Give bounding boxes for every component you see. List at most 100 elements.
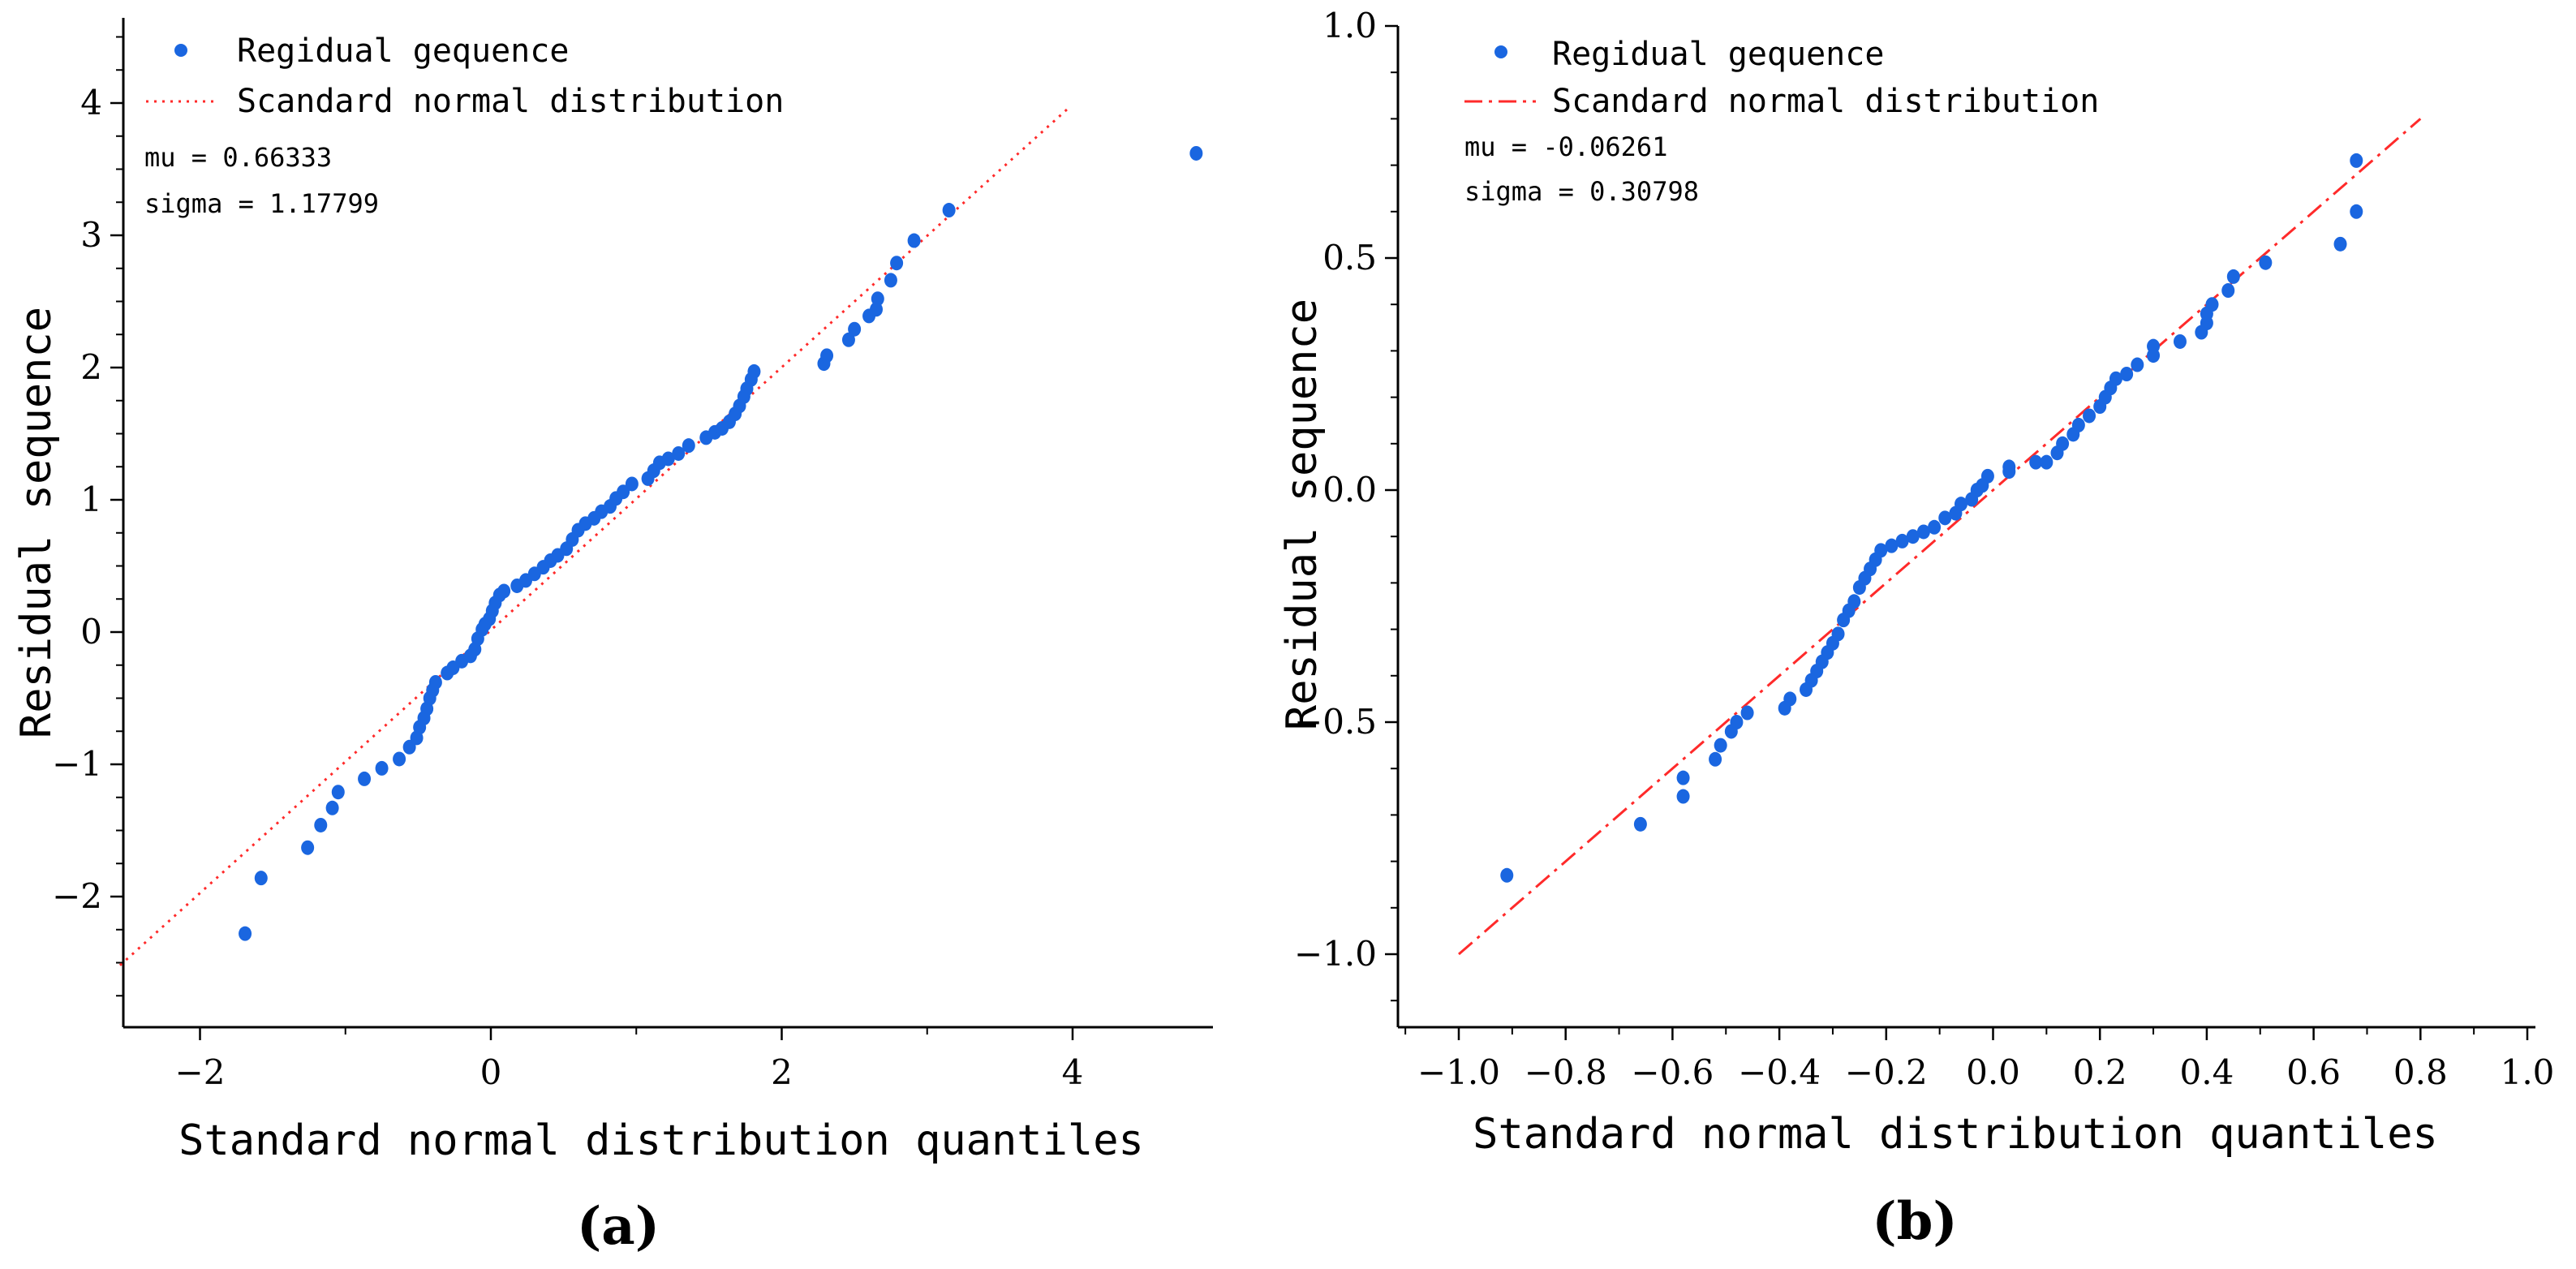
panel-a-data-point bbox=[393, 751, 406, 767]
panel-b-data-point bbox=[2040, 454, 2053, 470]
panel-b-data-point bbox=[1874, 543, 1888, 558]
panel-a-data-point bbox=[375, 760, 389, 776]
panel-a-y-tick-label: 4 bbox=[80, 83, 102, 123]
panel-b-data-point bbox=[1906, 529, 1920, 544]
panel-b-data-point bbox=[2350, 153, 2363, 168]
panel-a-data-point bbox=[871, 291, 884, 307]
panel-b-data-point bbox=[2205, 297, 2219, 312]
panel-a-data-point bbox=[331, 785, 345, 800]
panel-b-data-point bbox=[2083, 408, 2096, 424]
panel-a-data-point bbox=[497, 583, 511, 599]
panel-b-x-tick-label: 1.0 bbox=[2501, 1052, 2555, 1092]
panel-b-data-point bbox=[2173, 333, 2187, 349]
panel-a-caption: (a) bbox=[577, 1196, 660, 1257]
panel-a-data-point bbox=[428, 674, 442, 690]
panel-a-x-tick-label: 0 bbox=[480, 1052, 502, 1092]
panel-b-data-point bbox=[2333, 236, 2347, 252]
panel-a-reference-line bbox=[118, 105, 1071, 966]
panel-b-data-point bbox=[2109, 371, 2122, 386]
panel-b-x-tick-label: 0.8 bbox=[2393, 1052, 2448, 1092]
panel-b-y-tick-label: −1.0 bbox=[1294, 934, 1377, 974]
panel-a-mu-label: mu = 0.66333 bbox=[144, 142, 332, 173]
panel-a-data-point bbox=[841, 332, 855, 347]
panel-b-data-point bbox=[1676, 770, 1690, 785]
panel-b-x-tick-label: −0.4 bbox=[1738, 1052, 1821, 1092]
panel-b-legend-line-label: Scandard normal distribution bbox=[1552, 83, 2099, 120]
panel-a-data-point bbox=[625, 476, 639, 492]
panel-b-x-tick-label: −0.8 bbox=[1525, 1052, 1607, 1092]
panel-b-data-point bbox=[1709, 751, 1722, 767]
panel-a-data-point bbox=[884, 273, 897, 288]
panel-a-points bbox=[239, 145, 1203, 941]
panel-a-ticks: −2 0 2 4 −2 −1 0 1 2 3 4 bbox=[52, 36, 1084, 1092]
panel-b-data-point bbox=[1885, 538, 1899, 553]
panel-a-legend-point-marker bbox=[174, 44, 187, 57]
panel-b-data-point bbox=[1954, 497, 1967, 512]
panel-b-data-point bbox=[1928, 519, 1942, 535]
panel-a-xlabel: Standard normal distribution quantiles bbox=[178, 1116, 1144, 1165]
panel-a: −2 0 2 4 −2 −1 0 1 2 3 4 Regidual gequence Scandar… bbox=[12, 18, 1213, 1257]
panel-b-data-point bbox=[2221, 283, 2235, 299]
panel-a-data-point bbox=[254, 871, 268, 886]
panel-b-legend-points-label: Regidual gequence bbox=[1552, 36, 1884, 73]
panel-b-ticks: −1.0 −0.8 −0.6 −0.4 −0.2 0.0 0.2 0.4 0.6 0.8 1.0 −1… bbox=[1294, 6, 2554, 1092]
panel-b-data-point bbox=[1633, 816, 1647, 832]
panel-a-legend-points-label: Regidual gequence bbox=[237, 32, 569, 70]
panel-b-data-point bbox=[2029, 454, 2043, 470]
panel-a-letter: a bbox=[601, 1196, 634, 1257]
panel-a-y-tick-label: 0 bbox=[80, 612, 102, 652]
panel-b-data-point bbox=[1714, 738, 1727, 753]
panel-a-data-point bbox=[848, 321, 862, 337]
panel-b-data-point bbox=[2350, 204, 2363, 219]
panel-b-data-point bbox=[1895, 533, 1909, 548]
panel-a-sigma-label: sigma = 1.17799 bbox=[144, 188, 379, 219]
panel-b-data-point bbox=[1730, 715, 1744, 729]
panel-b-y-tick-label: 0.5 bbox=[1322, 238, 1377, 277]
panel-b-data-point bbox=[1916, 524, 1930, 540]
panel-b-data-point bbox=[1676, 789, 1690, 804]
panel-a-data-point bbox=[301, 840, 315, 855]
panel-b-data-point bbox=[1980, 468, 1994, 484]
panel-a-data-point bbox=[890, 256, 904, 271]
panel-a-x-tick-label: −2 bbox=[175, 1052, 226, 1092]
panel-a-legend: Regidual gequence Scandard normal distri… bbox=[146, 32, 784, 120]
panel-b-ylabel: Residual sequence bbox=[1278, 299, 1327, 730]
panel-b-x-tick-label: 0.0 bbox=[1966, 1052, 2020, 1092]
panel-b-data-point bbox=[2056, 436, 2070, 451]
panel-a-data-point bbox=[747, 363, 761, 379]
panel-a-y-tick-label: −2 bbox=[52, 876, 102, 916]
panel-b-data-point bbox=[2071, 417, 2085, 432]
panel-a-data-point bbox=[314, 817, 328, 832]
panel-b-legend: Regidual gequence Scandard normal distri… bbox=[1464, 36, 2099, 120]
panel-b-caption: (b) bbox=[1872, 1191, 1957, 1252]
panel-b-data-point bbox=[2131, 357, 2144, 372]
panel-b-data-point bbox=[1783, 691, 1797, 707]
panel-b-data-point bbox=[1500, 867, 1514, 883]
panel-b-data-point bbox=[1831, 626, 1845, 642]
panel-a-x-tick-label: 2 bbox=[771, 1052, 793, 1092]
panel-b-y-tick-label: 0.0 bbox=[1322, 470, 1377, 510]
panel-a-data-point bbox=[358, 771, 372, 786]
panel-b-y-tick-label: 1.0 bbox=[1322, 6, 1377, 45]
panel-b-data-point bbox=[2120, 367, 2134, 381]
panel-b: −1.0 −0.8 −0.6 −0.4 −0.2 0.0 0.2 0.4 0.6 0.8 1.0 −1… bbox=[1278, 6, 2554, 1252]
panel-b-data-point bbox=[2147, 338, 2161, 354]
panel-b-reference-line bbox=[1458, 118, 2422, 956]
panel-a-data-point bbox=[661, 451, 675, 467]
panel-b-y-tick-label: −0.5 bbox=[1294, 702, 1377, 742]
panel-a-y-tick-label: 1 bbox=[80, 480, 102, 519]
panel-b-data-point bbox=[1938, 510, 1952, 526]
panel-a-y-tick-label: 3 bbox=[80, 215, 102, 255]
panel-a-data-point bbox=[672, 445, 686, 461]
panel-b-x-tick-label: 0.2 bbox=[2073, 1052, 2127, 1092]
panel-a-data-point bbox=[942, 203, 956, 218]
panel-a-data-point bbox=[907, 233, 921, 248]
panel-a-ylabel: Residual sequence bbox=[12, 307, 61, 738]
panel-b-data-point bbox=[2002, 459, 2016, 475]
panel-b-points bbox=[1500, 153, 2363, 883]
panel-b-data-point bbox=[2259, 255, 2273, 270]
panel-a-x-tick-label: 4 bbox=[1062, 1052, 1084, 1092]
panel-a-data-point bbox=[325, 800, 339, 815]
panel-b-data-point bbox=[2226, 269, 2240, 284]
